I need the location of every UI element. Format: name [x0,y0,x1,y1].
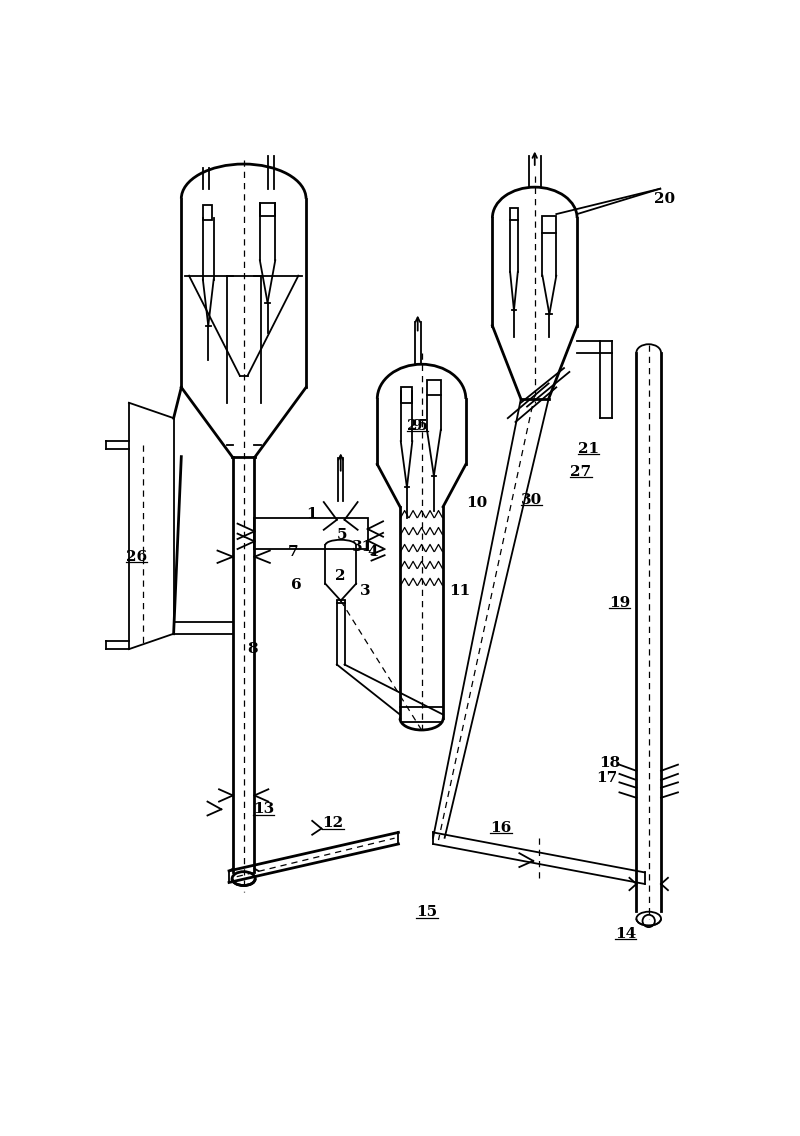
Text: 20: 20 [654,192,674,206]
Text: 21: 21 [578,442,599,456]
Text: 19: 19 [609,596,630,610]
Text: 8: 8 [247,642,258,657]
Bar [427,379,441,395]
Text: 12: 12 [322,816,343,830]
Text: 14: 14 [615,927,636,941]
Text: 9: 9 [411,419,422,433]
Text: 17: 17 [597,771,618,785]
Text: 2: 2 [335,569,346,583]
Text: 25: 25 [407,419,428,433]
Text: 18: 18 [599,757,621,770]
Bar [254,518,368,549]
Text: 31: 31 [352,540,373,553]
Bar [260,202,275,216]
Text: 13: 13 [253,802,274,817]
Text: 30: 30 [521,493,542,507]
Text: 26: 26 [126,550,147,563]
Text: 15: 15 [416,905,438,919]
Text: 11: 11 [450,584,470,599]
Text: 16: 16 [490,821,511,835]
Text: 27: 27 [570,465,591,479]
Bar [542,216,556,233]
Bar [401,387,412,403]
Text: 6: 6 [290,578,302,592]
Text: 7: 7 [288,545,298,559]
Bar [203,204,212,220]
Text: 3: 3 [360,584,370,599]
Text: 5: 5 [337,528,347,542]
Text: 10: 10 [466,495,488,510]
Text: 4: 4 [368,545,378,559]
Bar [510,208,518,220]
Text: 1: 1 [306,508,317,521]
